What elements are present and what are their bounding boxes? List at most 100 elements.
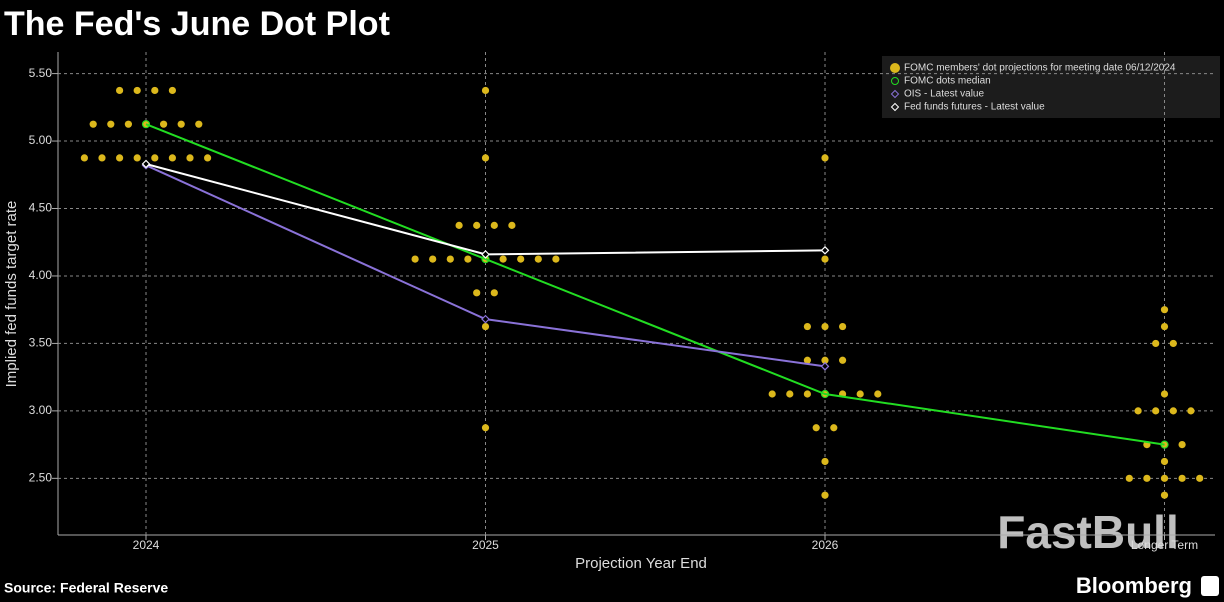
dot: [830, 424, 838, 432]
dot: [517, 255, 525, 263]
dot: [508, 221, 516, 229]
dot: [821, 154, 829, 162]
watermark: FastBull: [997, 506, 1178, 558]
legend-marker: [891, 77, 899, 85]
dot: [534, 255, 542, 263]
y-tick-label: 4.50: [29, 201, 53, 215]
dot: [168, 86, 176, 95]
dot: [1160, 457, 1169, 466]
legend: FOMC members' dot projections for meetin…: [882, 56, 1220, 118]
dot: [133, 154, 141, 162]
y-tick-label: 5.50: [29, 66, 53, 80]
dot: [839, 322, 847, 331]
dot: [98, 154, 106, 162]
dot: [821, 457, 829, 466]
dot: [803, 390, 812, 398]
dot: [874, 390, 882, 398]
series-marker: [820, 389, 830, 399]
dot: [473, 289, 481, 297]
brand-icon: [1201, 576, 1219, 596]
dot: [481, 322, 490, 331]
dot: [160, 120, 168, 128]
x-tick-label: 2025: [472, 538, 499, 552]
dot: [856, 390, 864, 398]
series-marker: [481, 250, 490, 259]
dot: [116, 154, 124, 162]
legend-marker: [890, 89, 900, 99]
legend-label: Fed funds futures - Latest value: [904, 102, 1045, 113]
x-tick-label: Longer Term: [1131, 538, 1198, 552]
dot: [116, 86, 124, 95]
dot: [803, 322, 812, 331]
series-marker: [1160, 440, 1169, 449]
dot: [195, 120, 203, 128]
dot: [490, 289, 498, 297]
dot: [481, 424, 490, 432]
series-marker: [141, 120, 151, 129]
legend-label: FOMC members' dot projections for meetin…: [904, 63, 1176, 74]
dot: [821, 356, 829, 364]
series-marker: [141, 159, 151, 169]
dot: [446, 255, 454, 263]
series-marker: [481, 314, 490, 324]
dot: [1196, 474, 1204, 482]
dot: [177, 120, 185, 128]
dot: [473, 221, 481, 229]
dot: [168, 154, 176, 162]
dot: [821, 322, 829, 331]
y-tick-label: 3.50: [29, 336, 53, 350]
dot: [204, 154, 212, 162]
y-axis-label: Implied fed funds target rate: [3, 201, 20, 388]
dot: [1160, 306, 1169, 314]
legend-label: OIS - Latest value: [904, 89, 984, 100]
x-tick-label: 2024: [133, 538, 160, 552]
y-tick-label: 5.00: [29, 133, 53, 147]
dot: [429, 255, 437, 263]
dot: [80, 154, 88, 162]
legend-box: [882, 56, 1220, 118]
dot: [1169, 407, 1177, 415]
dot: [186, 154, 194, 162]
dot: [481, 86, 490, 95]
y-tick-label: 4.00: [29, 268, 53, 282]
dot: [786, 390, 794, 398]
dot: [89, 120, 97, 128]
dot: [1178, 441, 1186, 449]
dot: [1160, 390, 1169, 398]
x-tick-label: 2026: [812, 538, 839, 552]
chart-title: The Fed's June Dot Plot: [4, 5, 390, 43]
source: Source: Federal Reserve: [4, 580, 168, 596]
series-marker: [820, 362, 830, 371]
dot: [1143, 474, 1151, 482]
dot: [552, 255, 560, 263]
dot: [411, 255, 419, 263]
dot: [821, 255, 829, 263]
dot: [464, 255, 472, 263]
dot: [124, 120, 132, 128]
dot: [490, 221, 498, 229]
dot: [1125, 474, 1133, 482]
dot: [455, 221, 463, 229]
y-tick-label: 3.00: [29, 403, 53, 417]
dot: [107, 120, 115, 128]
dot: [481, 154, 490, 162]
legend-marker: [890, 63, 900, 73]
dot: [1134, 407, 1142, 415]
dot: [133, 86, 141, 95]
legend-marker: [890, 102, 900, 112]
dot: [1178, 474, 1186, 482]
dot: [1152, 407, 1160, 415]
dot: [151, 154, 159, 162]
dot: [821, 491, 829, 499]
dot: [1160, 491, 1169, 499]
series-line: [145, 123, 1165, 446]
dot: [151, 86, 159, 95]
dot: [768, 390, 776, 398]
dot: [1169, 339, 1177, 348]
dot: [839, 356, 847, 364]
dot: [1160, 474, 1169, 482]
dot: [1152, 339, 1160, 348]
series-marker: [820, 245, 830, 255]
